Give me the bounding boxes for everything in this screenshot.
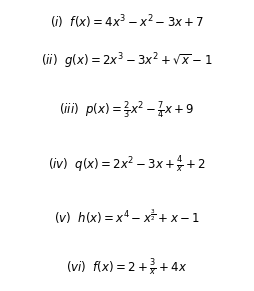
Text: $(i)$  $f(x) = 4x^3 - x^2 - 3x + 7$: $(i)$ $f(x) = 4x^3 - x^2 - 3x + 7$ xyxy=(50,13,204,31)
Text: $(ii)$  $g(x) = 2x^3 - 3x^2 + \sqrt{x} - 1$: $(ii)$ $g(x) = 2x^3 - 3x^2 + \sqrt{x} - … xyxy=(41,51,213,71)
Text: $(iv)$  $q(x) = 2x^2 - 3x + \frac{4}{x} + 2$: $(iv)$ $q(x) = 2x^2 - 3x + \frac{4}{x} +… xyxy=(48,154,206,175)
Text: $(iii)$  $p(x) = \frac{2}{3}x^2 - \frac{7}{4}x + 9$: $(iii)$ $p(x) = \frac{2}{3}x^2 - \frac{7… xyxy=(59,100,195,121)
Text: $(vi)$  $f(x) = 2 + \frac{3}{x} + 4x$: $(vi)$ $f(x) = 2 + \frac{3}{x} + 4x$ xyxy=(67,258,187,278)
Text: $(v)$  $h(x) = x^4 - x^{\frac{3}{2}} + x - 1$: $(v)$ $h(x) = x^4 - x^{\frac{3}{2}} + x … xyxy=(54,208,200,226)
